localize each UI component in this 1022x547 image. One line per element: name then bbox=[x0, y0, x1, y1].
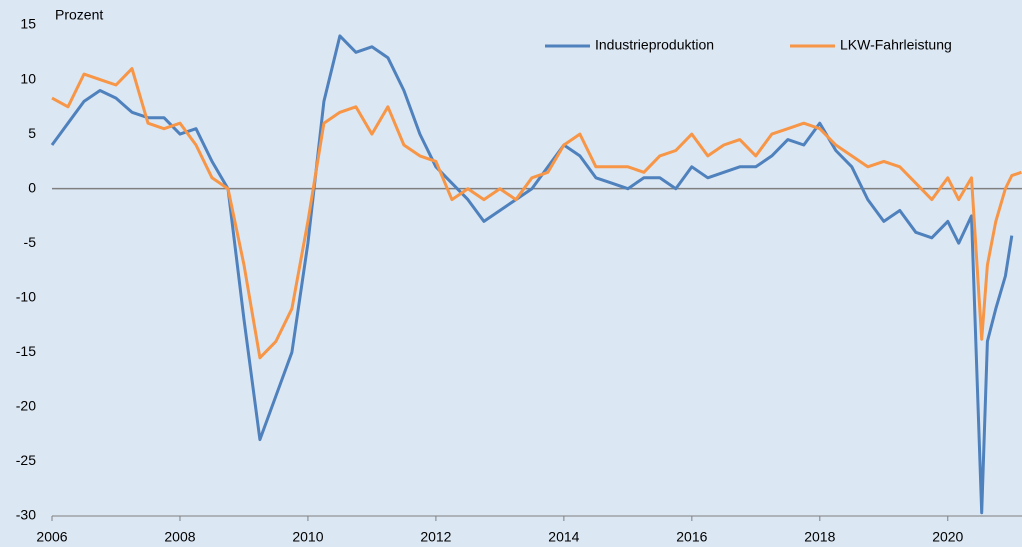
y-tick-label: -20 bbox=[16, 398, 36, 414]
y-tick-label: 15 bbox=[20, 16, 36, 32]
y-tick-label: -30 bbox=[16, 507, 36, 523]
x-tick-label: 2020 bbox=[932, 529, 963, 545]
series-line bbox=[51, 67, 1022, 360]
x-tick-label: 2006 bbox=[36, 529, 67, 545]
y-tick-label: 5 bbox=[28, 125, 36, 141]
x-tick-label: 2008 bbox=[164, 529, 195, 545]
y-tick-label: -10 bbox=[16, 288, 36, 304]
y-tick-label: -25 bbox=[16, 452, 36, 468]
x-tick-label: 2016 bbox=[676, 529, 707, 545]
legend-label: Industrieproduktion bbox=[595, 37, 714, 53]
x-tick-label: 2018 bbox=[804, 529, 835, 545]
y-tick-label: 10 bbox=[20, 70, 36, 86]
y-axis-label: Prozent bbox=[55, 7, 103, 23]
x-tick-label: 2014 bbox=[548, 529, 579, 545]
x-tick-label: 2012 bbox=[420, 529, 451, 545]
y-tick-label: -15 bbox=[16, 343, 36, 359]
y-tick-label: -5 bbox=[24, 234, 37, 250]
y-tick-label: 0 bbox=[28, 179, 36, 195]
x-tick-label: 2010 bbox=[292, 529, 323, 545]
legend-label: LKW-Fahrleistung bbox=[840, 37, 952, 53]
